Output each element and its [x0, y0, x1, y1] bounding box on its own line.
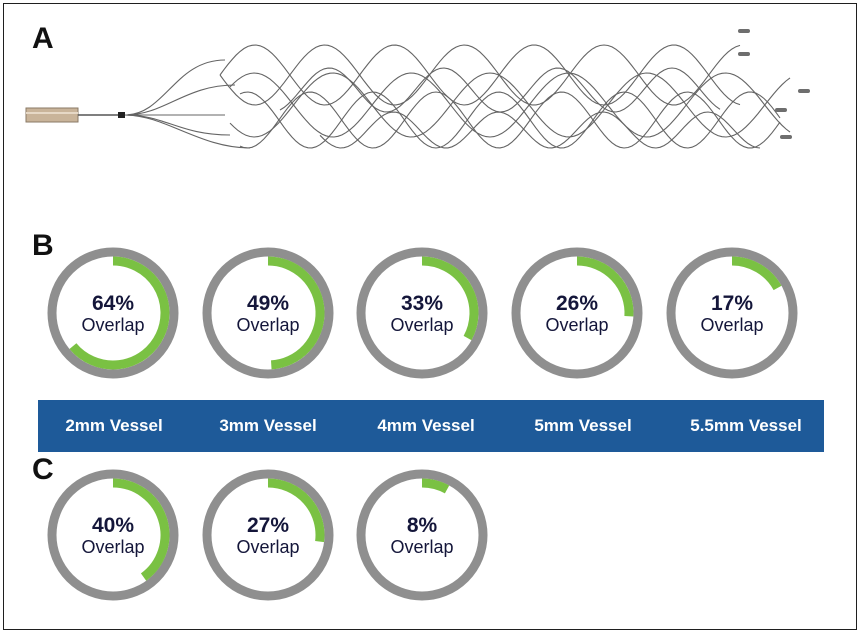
overlap-caption: Overlap	[236, 536, 300, 557]
overlap-arc	[267, 478, 325, 543]
gauge-label: 33% Overlap	[351, 242, 493, 384]
overlap-gauge: 64% Overlap	[42, 242, 184, 384]
overlap-gauge: 26% Overlap	[506, 242, 648, 384]
overlap-percent: 64%	[91, 291, 135, 315]
vessel-label-5-5mm: 5.5mm Vessel	[690, 416, 802, 435]
gauge-ring	[356, 469, 488, 601]
overlap-percent: 27%	[246, 513, 290, 537]
gauge-track	[47, 247, 179, 379]
gauge-ring	[47, 469, 179, 601]
panel-label-a: A	[32, 22, 54, 55]
overlap-percent: 33%	[400, 291, 444, 315]
overlap-gauge: 33% Overlap	[351, 242, 493, 384]
gauge-track	[47, 469, 179, 601]
gauge-ring	[666, 247, 798, 379]
panel-label-c: C	[32, 453, 54, 486]
overlap-caption: Overlap	[700, 314, 764, 335]
vessel-label-4mm: 4mm Vessel	[377, 416, 475, 435]
stent-mesh	[124, 44, 791, 149]
gauge-track	[202, 469, 334, 601]
stent-tip-markers	[738, 29, 810, 139]
overlap-gauge: 49% Overlap	[197, 242, 339, 384]
vessel-label-5mm: 5mm Vessel	[534, 416, 632, 435]
gauge-label: 64% Overlap	[42, 242, 184, 384]
vessel-size-bar: 2mm Vessel 3mm Vessel 4mm Vessel 5mm Ves…	[38, 400, 824, 452]
gauge-ring	[47, 247, 179, 379]
overlap-percent: 8%	[406, 513, 438, 537]
gauge-ring	[202, 469, 334, 601]
overlap-arc	[576, 256, 634, 317]
gauge-track	[511, 247, 643, 379]
overlap-percent: 17%	[710, 291, 754, 315]
gauge-label: 27% Overlap	[197, 464, 339, 606]
gauge-label: 40% Overlap	[42, 464, 184, 606]
overlap-caption: Overlap	[390, 314, 454, 335]
overlap-percent: 26%	[555, 291, 599, 315]
overlap-arc	[731, 256, 782, 291]
gauge-label: 8% Overlap	[351, 464, 493, 606]
overlap-arc	[421, 256, 479, 341]
delivery-wire	[25, 107, 125, 123]
gauge-track	[356, 469, 488, 601]
gauge-track	[202, 247, 334, 379]
overlap-arc	[69, 256, 170, 370]
overlap-percent: 40%	[91, 513, 135, 537]
gauge-label: 49% Overlap	[197, 242, 339, 384]
vessel-label-2mm: 2mm Vessel	[65, 416, 163, 435]
overlap-caption: Overlap	[236, 314, 300, 335]
overlap-caption: Overlap	[81, 314, 145, 335]
vessel-label-3mm: 3mm Vessel	[219, 416, 317, 435]
gauge-label: 26% Overlap	[506, 242, 648, 384]
overlap-caption: Overlap	[81, 536, 145, 557]
overlap-arc	[267, 256, 325, 370]
overlap-arc	[421, 478, 450, 494]
gauge-track	[356, 247, 488, 379]
overlap-percent: 49%	[246, 291, 290, 315]
overlap-gauge: 27% Overlap	[197, 464, 339, 606]
overlap-gauge: 8% Overlap	[351, 464, 493, 606]
panel-label-b: B	[32, 229, 54, 262]
overlap-gauge: 40% Overlap	[42, 464, 184, 606]
gauge-label: 17% Overlap	[661, 242, 803, 384]
gauge-ring	[511, 247, 643, 379]
figure-frame	[3, 3, 857, 630]
overlap-arc	[112, 478, 170, 581]
stent-retriever-illustration	[25, 29, 810, 149]
overlap-caption: Overlap	[390, 536, 454, 557]
gauge-track	[666, 247, 798, 379]
overlap-gauge: 17% Overlap	[661, 242, 803, 384]
overlap-caption: Overlap	[545, 314, 609, 335]
gauge-ring	[202, 247, 334, 379]
gauge-ring	[356, 247, 488, 379]
